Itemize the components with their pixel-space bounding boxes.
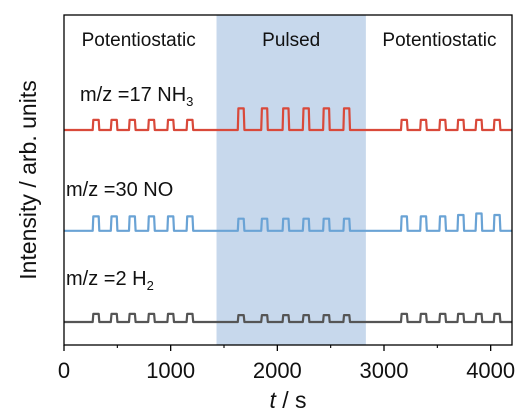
series-label-subscript: 3 [186,94,193,109]
x-tick-label: 4000 [466,358,515,383]
x-axis: 0 1000 2000 3000 4000 [58,345,515,383]
x-tick-label: 0 [58,358,70,383]
series-labels: m/z =17 NH3 m/z =30 NO m/z =2 H2 [66,84,193,293]
series-label: m/z =17 NH3 [80,84,193,109]
x-tick-label: 3000 [360,358,409,383]
section-label: Potentiostatic [82,30,196,51]
x-axis-title-unit: / s [276,387,307,413]
section-label: Potentiostatic [382,30,496,51]
plot-frame [63,14,513,346]
series-label-text: m/z =2 H [66,268,147,290]
series-label-text: m/z =17 NH [80,84,186,106]
series-line-2 [64,312,512,324]
pulsed-shaded-region [216,15,366,345]
x-tick-label: 2000 [253,358,302,383]
series-line-0 [64,107,512,132]
section-labels: Potentiostatic Pulsed Potentiostatic [82,30,497,51]
series-label-subscript: 2 [147,278,154,293]
series-label: m/z =2 H2 [66,268,154,293]
shaded-region-layer [216,15,366,345]
section-label: Pulsed [262,30,320,51]
series-label: m/z =30 NO [66,179,173,201]
y-axis-title: Intensity / arb. units [15,80,41,279]
series-label-text: m/z =30 NO [66,179,173,201]
series-line-1 [64,212,512,232]
x-axis-title-italic: t [269,387,277,413]
x-axis-title: t / s [269,387,306,413]
x-tick-label: 1000 [146,358,195,383]
series-layer [64,107,512,324]
